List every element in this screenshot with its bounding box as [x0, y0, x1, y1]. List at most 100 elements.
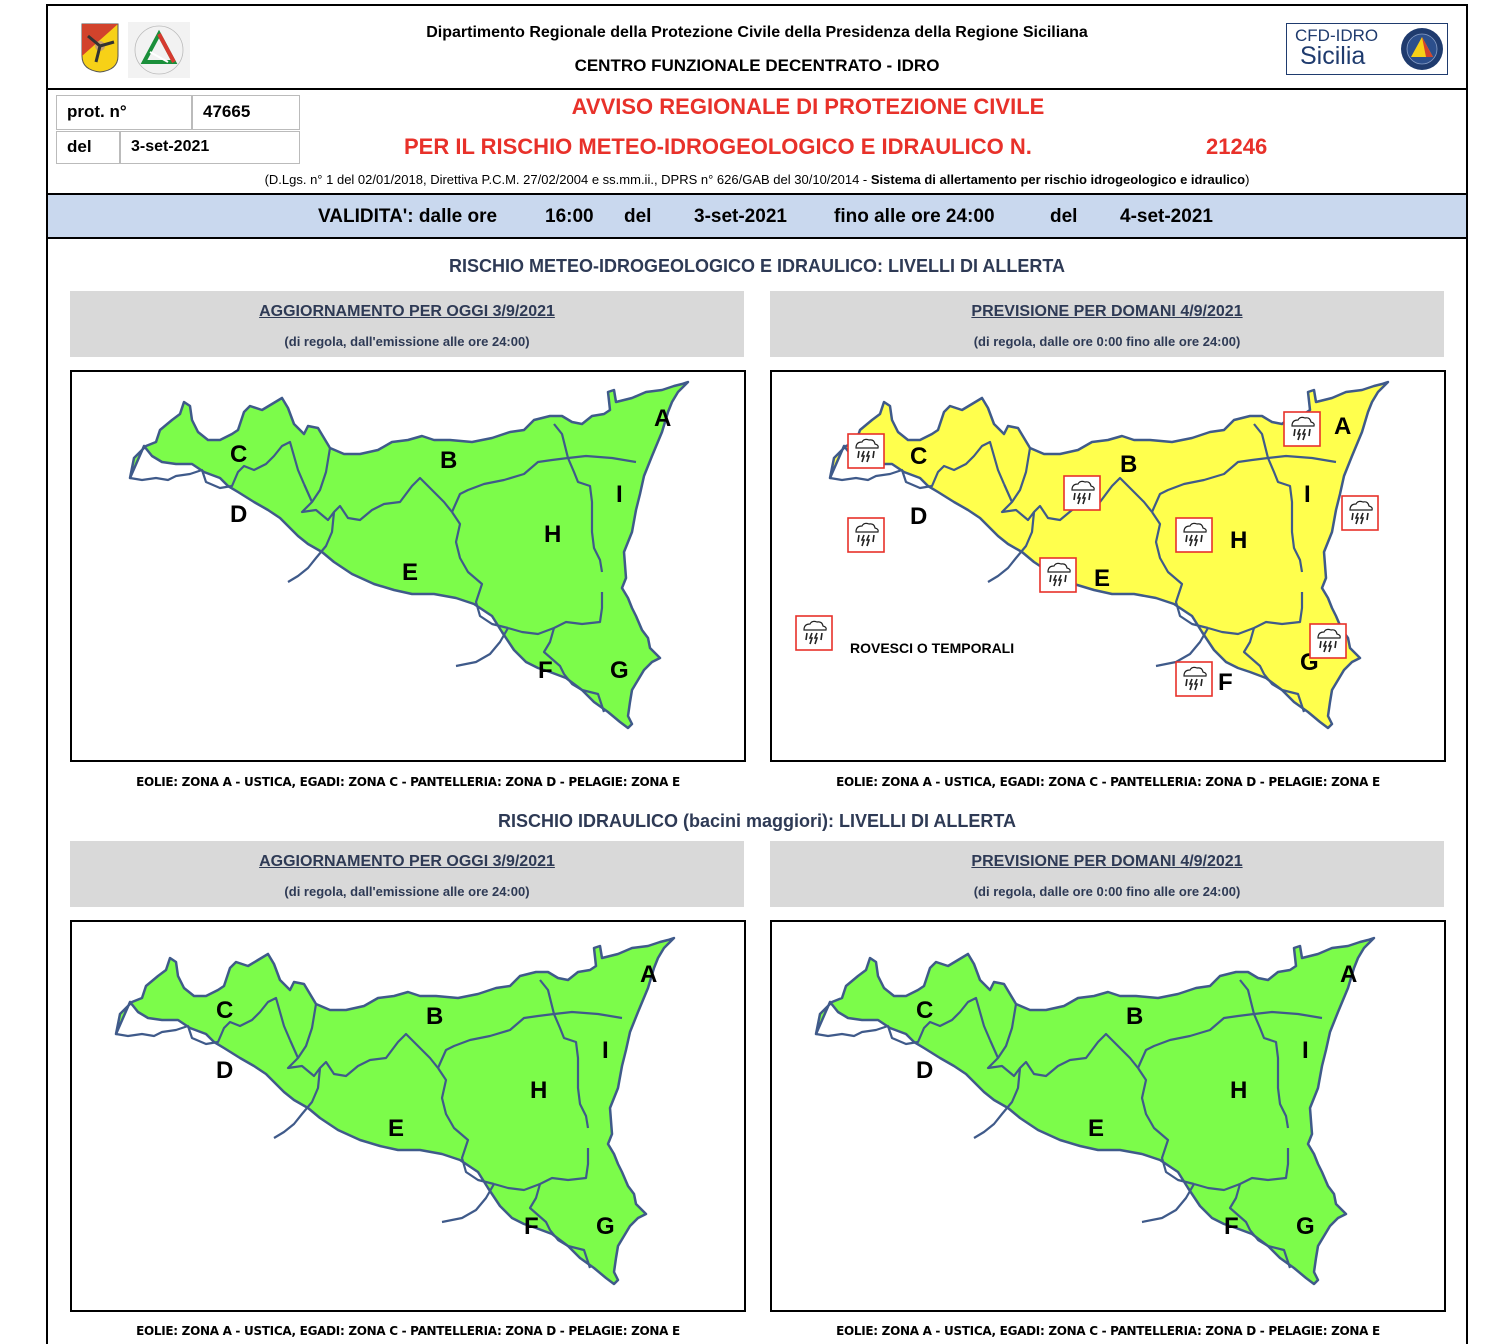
zone-label-e: E: [1094, 565, 1110, 592]
panel-header-today-meteo: AGGIORNAMENTO PER OGGI 3/9/2021 (di rego…: [70, 291, 744, 357]
zone-label-h: H: [1230, 1077, 1247, 1104]
islands-note: EOLIE: ZONA A - USTICA, EGADI: ZONA C - …: [136, 775, 680, 789]
zone-label-f: F: [538, 657, 553, 684]
zone-label-c: C: [916, 997, 933, 1024]
validity-to-date: 4-set-2021: [1120, 206, 1213, 227]
map-today-idraulico: A B C D E F G H I: [70, 920, 746, 1312]
zone-label-d: D: [910, 503, 927, 530]
panel-heading: AGGIORNAMENTO PER OGGI 3/9/2021: [259, 303, 555, 320]
zone-label-c: C: [230, 441, 247, 468]
zone-label-e: E: [388, 1115, 404, 1142]
legal-text-end: ): [1245, 172, 1250, 187]
zone-label-a: A: [1340, 961, 1357, 988]
thunderstorm-icon: [847, 517, 885, 553]
thunderstorm-icon: [795, 615, 833, 651]
panel-heading: PREVISIONE PER DOMANI 4/9/2021: [971, 303, 1243, 320]
zone-label-a: A: [1334, 413, 1351, 440]
zone-label-c: C: [216, 997, 233, 1024]
thunderstorm-icon: [1063, 475, 1101, 511]
alert-document: Dipartimento Regionale della Protezione …: [46, 4, 1468, 1344]
panel-header-tomorrow-meteo: PREVISIONE PER DOMANI 4/9/2021 (di regol…: [770, 291, 1444, 357]
panel-heading: AGGIORNAMENTO PER OGGI 3/9/2021: [259, 853, 555, 870]
sicily-coat-of-arms-icon: [81, 23, 119, 73]
zone-label-c: C: [910, 443, 927, 470]
document-header: Dipartimento Regionale della Protezione …: [48, 6, 1466, 90]
zone-label-i: I: [1302, 1037, 1309, 1064]
panel-subheading: (di regola, dalle ore 0:00 fino alle ore…: [973, 334, 1241, 349]
zone-label-h: H: [544, 521, 561, 548]
zone-label-d: D: [216, 1057, 233, 1084]
validity-del-1: del: [624, 206, 652, 227]
zone-label-e: E: [402, 559, 418, 586]
validity-label: VALIDITA': dalle ore: [318, 206, 498, 227]
alert-number: 21246: [1206, 134, 1268, 159]
zone-label-b: B: [426, 1003, 443, 1030]
legal-reference: (D.Lgs. n° 1 del 02/01/2018, Direttiva P…: [48, 172, 1466, 187]
legal-text-bold: Sistema di allertamento per rischio idro…: [870, 172, 1246, 187]
protezione-civile-logo-icon: [128, 22, 190, 78]
alert-subtitle: PER IL RISCHIO METEO-IDROGEOLOGICO E IDR…: [404, 134, 1032, 159]
civil-protection-emblem-icon: [1401, 28, 1443, 70]
thunderstorm-icon: [847, 433, 885, 469]
zone-label-g: G: [610, 657, 629, 684]
zone-label-e: E: [1088, 1115, 1104, 1142]
map-today-meteo: A B C D E F G H I: [70, 370, 746, 762]
del-label-cell: del: [56, 131, 120, 164]
validity-bar: VALIDITA': dalle ore 16:00 del 3-set-202…: [48, 193, 1466, 239]
thunderstorm-icon: [1283, 411, 1321, 447]
prot-label-cell: prot. n°: [56, 95, 192, 130]
thunderstorm-icon: [1341, 495, 1379, 531]
prot-number-cell: 47665: [192, 95, 300, 130]
zone-label-f: F: [524, 1213, 539, 1240]
islands-note: EOLIE: ZONA A - USTICA, EGADI: ZONA C - …: [836, 1324, 1380, 1338]
thunderstorm-icon: [1175, 517, 1213, 553]
thunderstorm-icon: [1309, 623, 1347, 659]
cfd-logo-line2: Sicilia: [1300, 42, 1366, 70]
zone-label-h: H: [1230, 527, 1247, 554]
zone-label-f: F: [1218, 669, 1233, 696]
section-title-meteo: RISCHIO METEO-IDROGEOLOGICO E IDRAULICO:…: [449, 256, 1065, 276]
islands-note: EOLIE: ZONA A - USTICA, EGADI: ZONA C - …: [836, 775, 1380, 789]
zone-label-f: F: [1224, 1213, 1239, 1240]
thunderstorm-icon: [1039, 557, 1077, 593]
zone-label-d: D: [916, 1057, 933, 1084]
panel-heading: PREVISIONE PER DOMANI 4/9/2021: [971, 853, 1243, 870]
zone-label-b: B: [1126, 1003, 1143, 1030]
legend-storms-label: ROVESCI O TEMPORALI: [850, 640, 1015, 656]
del-date-cell: 3-set-2021: [120, 131, 300, 164]
zone-label-a: A: [640, 961, 657, 988]
zone-label-a: A: [654, 405, 671, 432]
map-tomorrow-idraulico: A B C D E F G H I: [770, 920, 1446, 1312]
sicily-zone-map: A B C D E F G H I: [814, 936, 1376, 1286]
cfd-idro-sicilia-logo: CFD-IDRO Sicilia: [1286, 23, 1448, 75]
zone-label-b: B: [440, 447, 457, 474]
validity-from-date: 3-set-2021: [694, 206, 787, 227]
zone-label-i: I: [602, 1037, 609, 1064]
islands-note: EOLIE: ZONA A - USTICA, EGADI: ZONA C - …: [136, 1324, 680, 1338]
zone-label-d: D: [230, 501, 247, 528]
department-name: Dipartimento Regionale della Protezione …: [426, 24, 1088, 41]
validity-del-2: del: [1050, 206, 1078, 227]
centre-name: CENTRO FUNZIONALE DECENTRATO - IDRO: [574, 56, 940, 75]
panel-subheading: (di regola, dalle ore 0:00 fino alle ore…: [973, 884, 1241, 899]
cfd-logo-line1: CFD-IDRO: [1295, 26, 1379, 45]
section-title-idraulico: RISCHIO IDRAULICO (bacini maggiori): LIV…: [498, 811, 1016, 831]
legal-text: (D.Lgs. n° 1 del 02/01/2018, Direttiva P…: [264, 172, 871, 187]
validity-until: fino alle ore 24:00: [834, 206, 995, 227]
alert-title: AVVISO REGIONALE DI PROTEZIONE CIVILE: [571, 94, 1045, 119]
zone-label-i: I: [616, 481, 623, 508]
thunderstorm-icon: [1175, 661, 1213, 697]
sicily-zone-map: A B C D E F G H I: [114, 936, 676, 1286]
sicily-zone-map: A B C D E F G H I: [128, 380, 690, 730]
zone-label-g: G: [1296, 1213, 1315, 1240]
zone-label-i: I: [1304, 481, 1311, 508]
panel-subheading: (di regola, dall'emissione alle ore 24:0…: [284, 334, 530, 349]
panel-header-tomorrow-idraulico: PREVISIONE PER DOMANI 4/9/2021 (di regol…: [770, 841, 1444, 907]
panel-subheading: (di regola, dall'emissione alle ore 24:0…: [284, 884, 530, 899]
zone-label-h: H: [530, 1077, 547, 1104]
validity-from-time: 16:00: [545, 206, 594, 227]
zone-label-b: B: [1120, 451, 1137, 478]
zone-label-g: G: [596, 1213, 615, 1240]
